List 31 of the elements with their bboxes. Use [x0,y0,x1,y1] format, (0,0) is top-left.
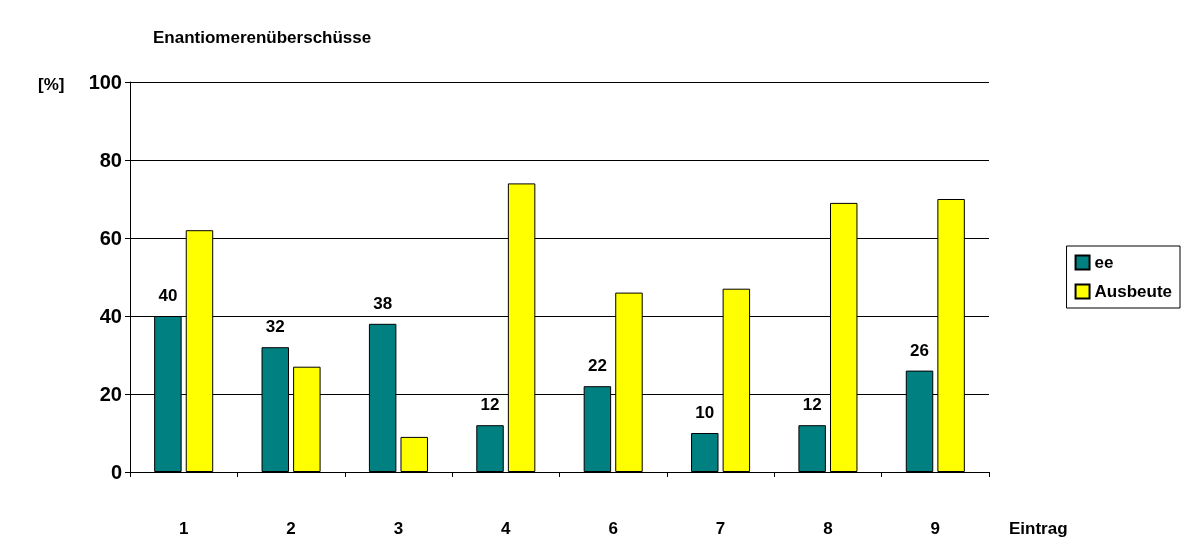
x-tick-label: 7 [715,519,726,538]
y-tick-label: 80 [99,149,122,171]
x-tick-label: 8 [823,519,833,538]
y-tick-label: 40 [99,305,122,327]
x-tick-label: 9 [930,519,941,538]
y-tick-label: 60 [99,227,122,249]
data-label: 12 [802,395,822,415]
bar [476,425,504,472]
y-tick-label: 20 [99,383,122,405]
data-label: 12 [480,395,500,415]
bar [691,433,719,472]
x-tick-label: 6 [608,519,618,538]
bar [400,436,428,472]
x-tick-label: 2 [286,519,296,538]
x-axis-title: Eintrag [1009,519,1068,538]
data-label: 10 [695,403,715,422]
x-tick-label: 3 [393,519,404,538]
x-tick-label: 1 [178,519,189,538]
data-label: 40 [158,286,178,305]
data-label: 22 [587,356,607,376]
legend-label: ee [1094,253,1114,272]
y-tick-label: 100 [88,71,122,93]
data-label: 38 [373,293,393,313]
bar [798,425,826,472]
chart-title: Enantiomerenüberschüsse [153,28,372,47]
data-label: 32 [265,317,285,337]
x-tick-label: 4 [501,519,512,538]
data-label: 26 [910,340,929,360]
legend-label: Ausbeute [1094,282,1173,301]
y-axis-title: [%] [38,75,65,94]
y-tick-label: 0 [110,461,122,483]
